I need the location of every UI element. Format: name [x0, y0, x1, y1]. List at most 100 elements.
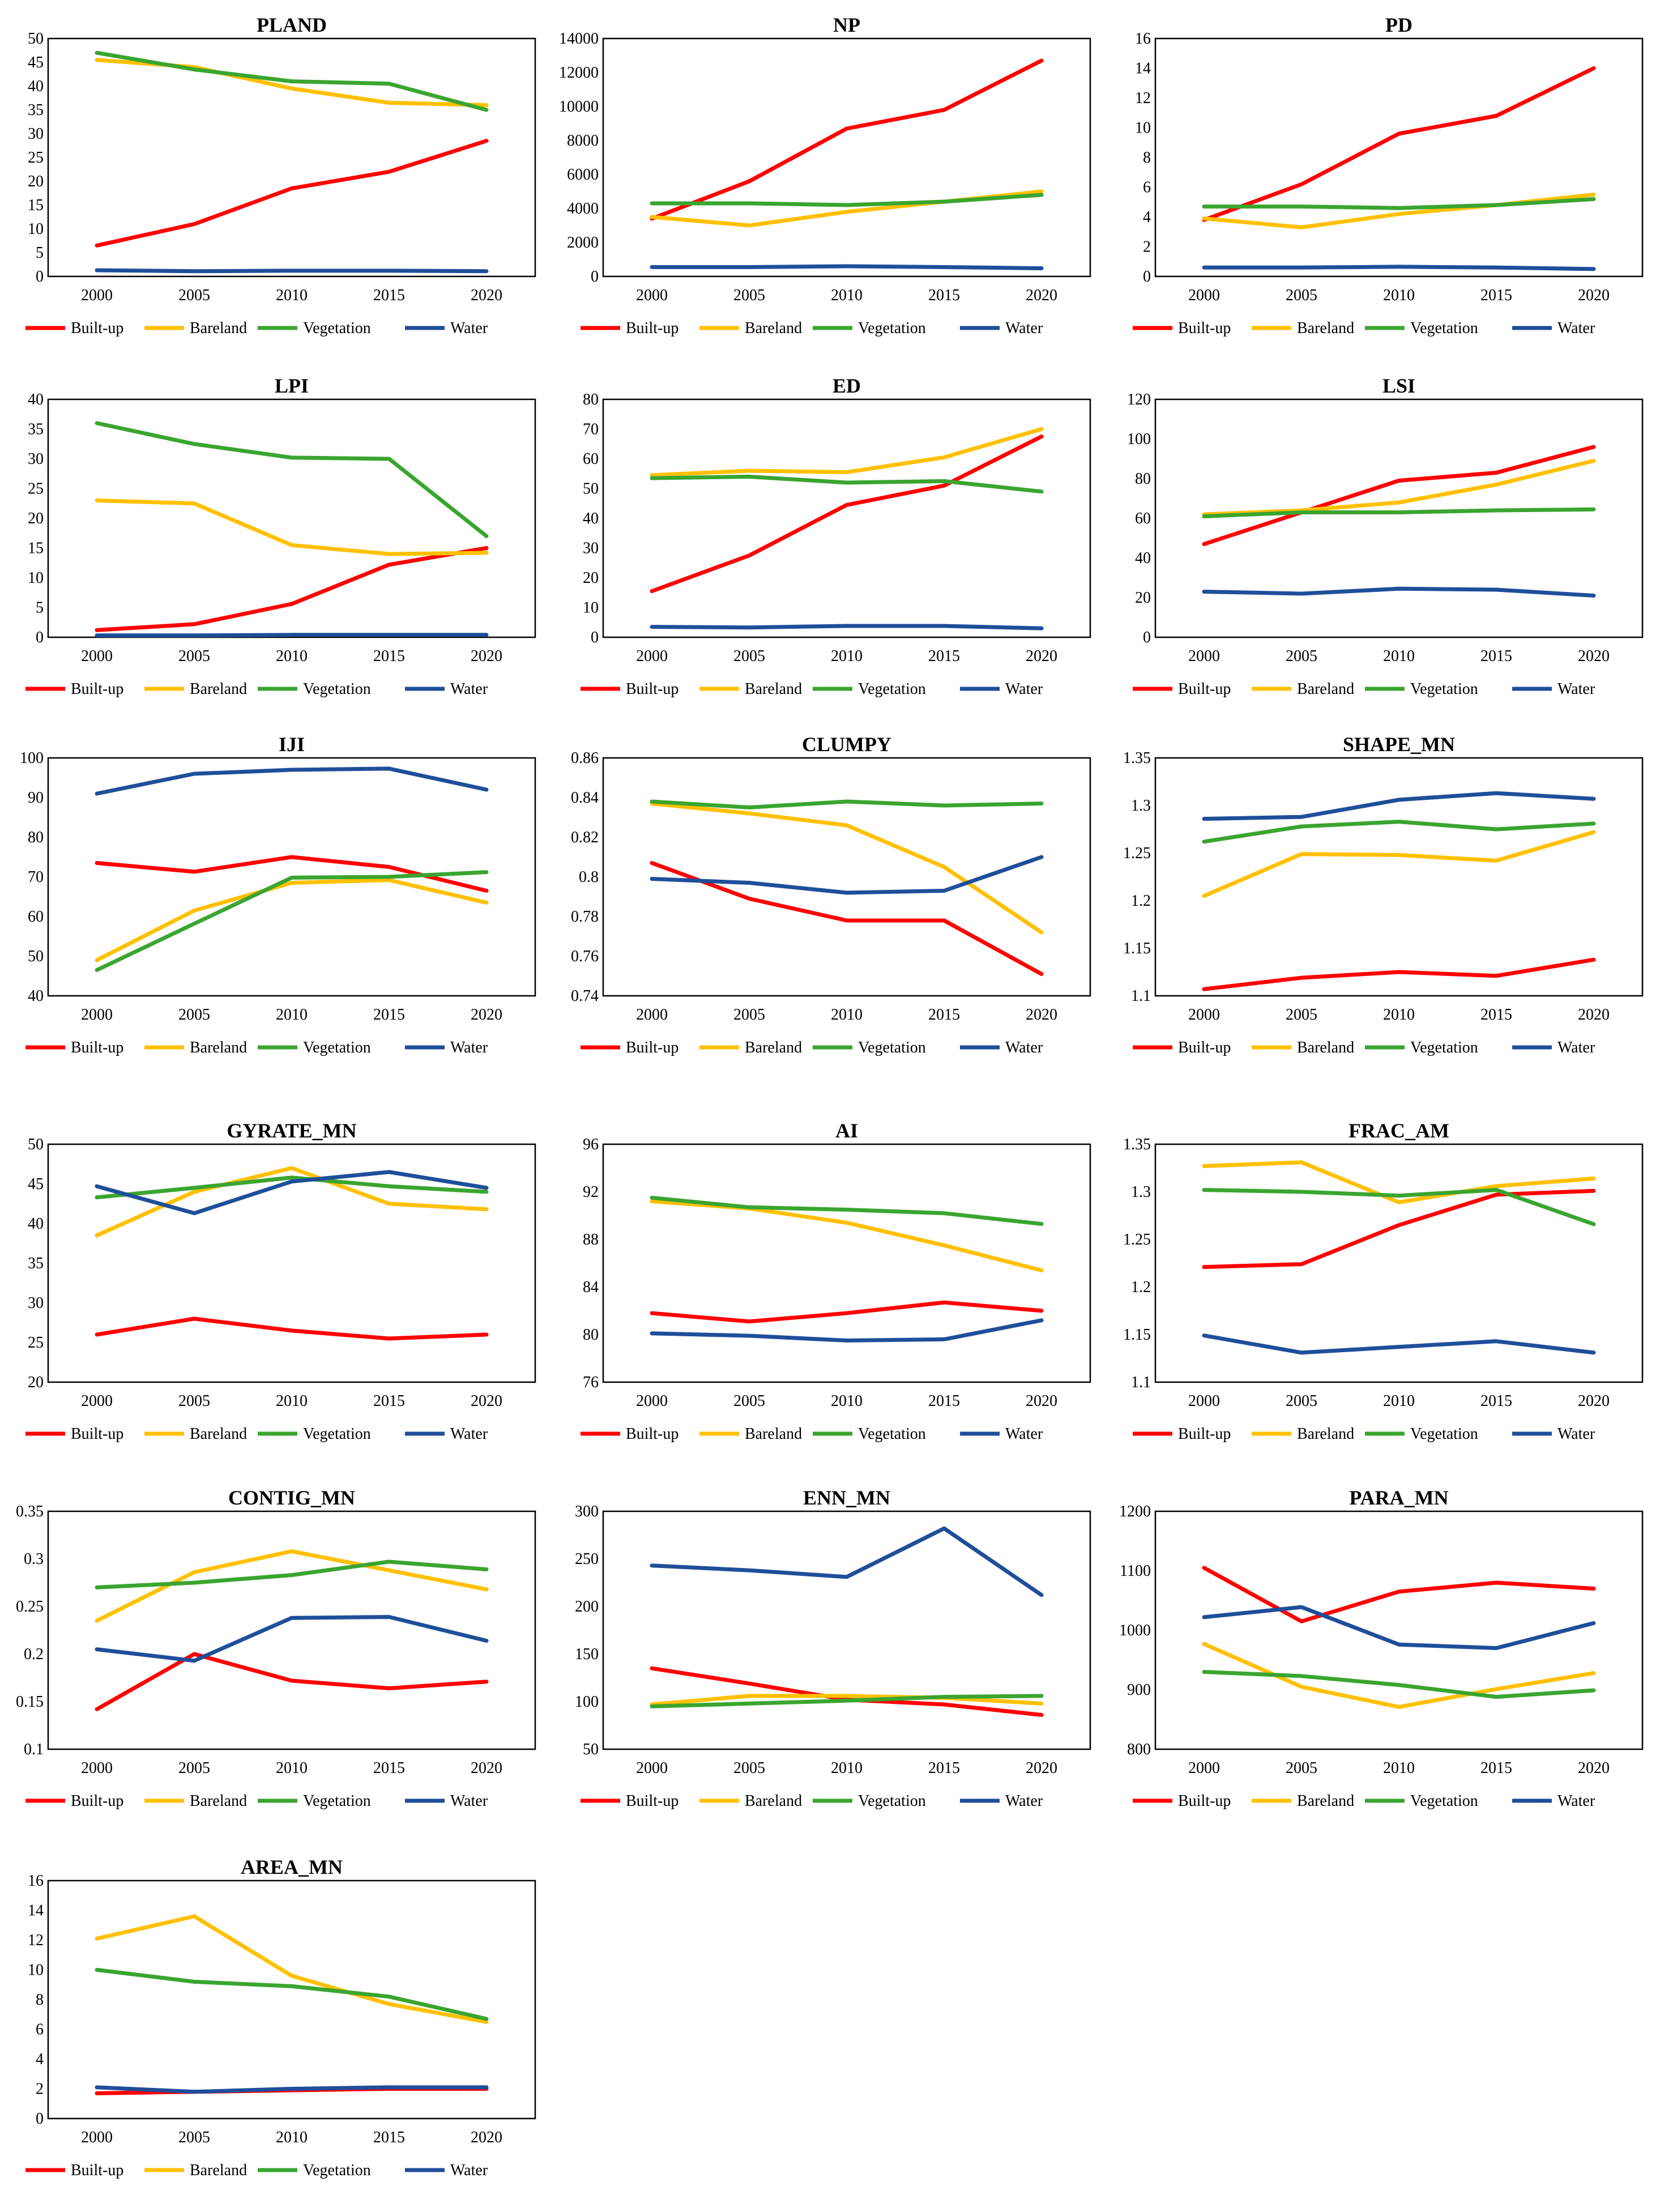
legend-label: Water — [450, 680, 488, 698]
legend-label: Built-up — [1178, 1792, 1231, 1810]
y-tick-label: 0 — [36, 2110, 44, 2128]
y-tick-label: 35 — [28, 1255, 44, 1272]
x-tick-label: 2020 — [1578, 1392, 1610, 1410]
x-tick-label: 2010 — [831, 647, 863, 665]
legend-label: Built-up — [626, 1425, 678, 1443]
x-tick-label: 2005 — [178, 647, 210, 665]
series-line-bareland — [95, 1549, 489, 1623]
series-line-bareland — [1202, 459, 1596, 517]
series-line-bareland — [650, 1694, 1044, 1707]
legend-item-vegetation: Vegetation — [1365, 680, 1478, 698]
x-tick-label: 2020 — [1026, 647, 1057, 665]
x-tick-label: 2015 — [1480, 1006, 1512, 1024]
chart-title: ED — [833, 374, 861, 397]
legend-label: Bareland — [1297, 1039, 1354, 1056]
legend-item-vegetation: Vegetation — [1365, 319, 1478, 337]
y-tick-label: 35 — [28, 101, 44, 119]
x-tick-label: 2010 — [831, 1392, 863, 1410]
y-tick-label: 15 — [28, 197, 44, 214]
x-tick-label: 2010 — [831, 1006, 863, 1024]
series-line-water — [95, 268, 489, 274]
chart-shape-mn: SHAPE_MN 1.1 1.15 1.2 1.25 1.3 1.35 2000 2005 201… — [1123, 733, 1644, 1056]
y-tick-label: 120 — [1127, 391, 1151, 408]
y-tick-label: 80 — [28, 829, 44, 846]
y-tick-label: 6000 — [567, 166, 599, 184]
legend-label: Built-up — [71, 680, 123, 698]
series-line-water — [1202, 791, 1596, 821]
legend-label: Built-up — [1178, 1039, 1231, 1056]
y-tick-label: 50 — [28, 1136, 44, 1153]
legend-label: Vegetation — [1410, 680, 1478, 698]
y-tick-label: 5 — [36, 244, 44, 262]
chart-title: FRAC_AM — [1349, 1119, 1449, 1142]
legend-label: Built-up — [626, 680, 678, 698]
y-tick-label: 10 — [28, 220, 44, 238]
legend-item-bareland: Bareland — [699, 1425, 802, 1443]
y-tick-label: 100 — [20, 749, 44, 767]
y-tick-label: 40 — [28, 391, 44, 408]
x-tick-label: 2020 — [471, 287, 502, 304]
y-tick-label: 0.1 — [24, 1741, 44, 1758]
y-tick-label: 900 — [1127, 1681, 1151, 1699]
legend-label: Bareland — [745, 319, 802, 337]
y-tick-label: 2 — [36, 2081, 44, 2098]
legend-item-bareland: Bareland — [1252, 680, 1354, 698]
legend-item-water: Water — [405, 2162, 488, 2179]
legend-item-built-up: Built-up — [581, 1425, 678, 1443]
series-line-built-up — [95, 546, 489, 632]
series-line-water — [1202, 1605, 1596, 1650]
y-tick-label: 20 — [28, 173, 44, 190]
legend-item-vegetation: Vegetation — [813, 1792, 926, 1810]
y-tick-label: 1.1 — [1131, 1374, 1151, 1391]
x-tick-label: 2015 — [373, 1006, 405, 1024]
x-tick-label: 2000 — [1188, 1392, 1220, 1410]
x-tick-label: 2000 — [636, 1392, 668, 1410]
series-line-water — [650, 1526, 1044, 1597]
chart-title: ENN_MN — [803, 1486, 890, 1509]
legend-item-water: Water — [405, 1792, 488, 1810]
x-tick-label: 2015 — [928, 1392, 960, 1410]
x-tick-label: 2000 — [636, 1006, 668, 1024]
legend-label: Vegetation — [858, 1425, 926, 1443]
y-tick-label: 1.25 — [1123, 845, 1151, 862]
y-tick-label: 1.1 — [1131, 987, 1151, 1005]
x-tick-label: 2005 — [178, 2129, 210, 2146]
series-line-built-up — [1202, 1566, 1596, 1623]
y-tick-label: 80 — [583, 391, 599, 408]
y-tick-label: 20 — [28, 510, 44, 527]
chart-frame — [47, 398, 536, 638]
x-tick-label: 2015 — [928, 1006, 960, 1024]
legend-label: Built-up — [71, 1039, 123, 1056]
chart-title: GYRATE_MN — [227, 1119, 356, 1142]
x-tick-label: 2015 — [928, 1759, 960, 1777]
y-tick-label: 0 — [36, 629, 44, 646]
chart-title: IJI — [279, 733, 305, 756]
chart-frame — [1154, 37, 1644, 278]
chart-ed: ED 0 10 20 30 40 50 60 70 80 2000 2005 2010 2015 2020 B… — [581, 374, 1091, 698]
chart-iji: IJI 40 50 60 70 80 90 100 2000 2005 2010 2015 2020 Bu… — [20, 733, 536, 1056]
y-tick-label: 1000 — [1119, 1622, 1151, 1639]
y-tick-label: 14000 — [559, 30, 599, 48]
y-tick-label: 30 — [28, 1294, 44, 1312]
series-line-bareland — [1202, 1160, 1596, 1204]
y-tick-label: 10 — [1135, 120, 1151, 137]
y-tick-label: 1.25 — [1123, 1231, 1151, 1248]
legend-item-water: Water — [1512, 680, 1595, 698]
series-line-vegetation — [95, 1175, 489, 1200]
chart-frame — [1154, 1143, 1644, 1383]
x-tick-label: 2005 — [733, 287, 765, 304]
y-tick-label: 25 — [28, 149, 44, 167]
series-line-built-up — [1202, 957, 1596, 991]
legend-label: Built-up — [1178, 319, 1231, 337]
chart-title: CLUMPY — [802, 733, 891, 756]
x-tick-label: 2015 — [373, 2129, 405, 2146]
chart-pland: PLAND 0 5 10 15 20 25 30 35 40 45 50 2000 2005 2010 201… — [25, 14, 536, 337]
x-tick-label: 2020 — [1578, 1006, 1610, 1024]
chart-frame — [602, 398, 1091, 638]
y-tick-label: 0 — [591, 629, 599, 646]
legend-label: Vegetation — [1410, 1425, 1478, 1443]
series-line-vegetation — [1202, 820, 1596, 844]
legend-label: Built-up — [626, 319, 678, 337]
y-tick-label: 15 — [28, 540, 44, 557]
chart-title: NP — [833, 14, 860, 36]
